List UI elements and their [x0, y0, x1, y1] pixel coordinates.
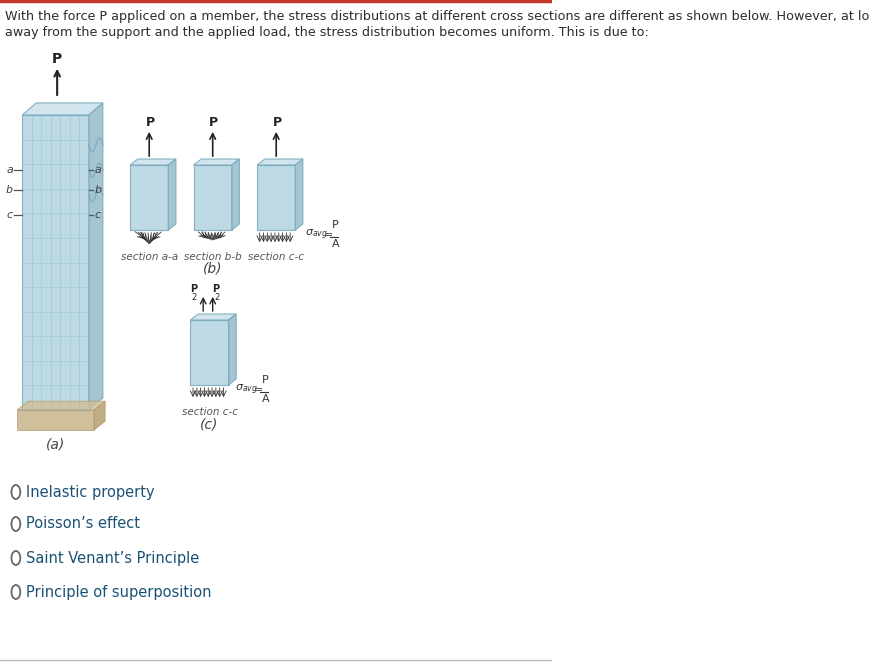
Polygon shape: [190, 314, 236, 320]
Text: $\sigma_{avg}$: $\sigma_{avg}$: [235, 383, 258, 397]
Text: P: P: [189, 284, 197, 294]
Text: P: P: [262, 375, 269, 385]
Text: c: c: [95, 210, 101, 220]
Text: A: A: [331, 239, 339, 249]
Text: section b-b: section b-b: [184, 252, 242, 262]
Polygon shape: [17, 401, 105, 410]
Text: P: P: [145, 116, 155, 129]
Text: Inelastic property: Inelastic property: [26, 485, 155, 499]
Text: section c-c: section c-c: [249, 252, 304, 262]
Text: $\sigma_{avg}$: $\sigma_{avg}$: [305, 228, 328, 242]
Polygon shape: [229, 314, 236, 385]
Text: =: =: [324, 230, 333, 240]
Polygon shape: [257, 159, 303, 165]
Text: b: b: [95, 185, 102, 195]
Text: Principle of superposition: Principle of superposition: [26, 585, 211, 599]
Text: c: c: [6, 210, 12, 220]
Text: P: P: [212, 284, 219, 294]
Polygon shape: [295, 159, 303, 230]
Text: P: P: [209, 116, 218, 129]
Polygon shape: [194, 165, 232, 230]
Polygon shape: [23, 115, 89, 410]
Text: (b): (b): [203, 261, 222, 275]
Text: 2: 2: [214, 293, 219, 302]
Text: a: a: [6, 165, 13, 175]
Polygon shape: [232, 159, 239, 230]
Text: away from the support and the applied load, the stress distribution becomes unif: away from the support and the applied lo…: [5, 26, 649, 39]
Text: a: a: [95, 165, 102, 175]
Text: section a-a: section a-a: [121, 252, 178, 262]
Text: Saint Venant’s Principle: Saint Venant’s Principle: [26, 550, 199, 566]
Text: section c-c: section c-c: [182, 407, 237, 417]
Text: A: A: [262, 394, 269, 404]
Polygon shape: [89, 103, 103, 410]
Text: =: =: [254, 385, 263, 395]
Text: P: P: [272, 116, 282, 129]
Text: P: P: [331, 220, 338, 230]
Text: 2: 2: [192, 293, 197, 302]
Polygon shape: [257, 165, 295, 230]
Polygon shape: [130, 159, 176, 165]
Text: P: P: [52, 52, 63, 66]
Polygon shape: [94, 401, 105, 430]
Polygon shape: [194, 159, 239, 165]
Polygon shape: [17, 410, 94, 430]
Polygon shape: [190, 320, 229, 385]
Text: b: b: [6, 185, 13, 195]
Text: With the force P appliced on a member, the stress distributions at different cro: With the force P appliced on a member, t…: [5, 10, 869, 23]
Polygon shape: [169, 159, 176, 230]
Polygon shape: [23, 103, 103, 115]
Text: Poisson’s effect: Poisson’s effect: [26, 516, 140, 532]
Text: (a): (a): [45, 437, 65, 451]
Polygon shape: [130, 165, 169, 230]
Text: (c): (c): [201, 417, 219, 431]
